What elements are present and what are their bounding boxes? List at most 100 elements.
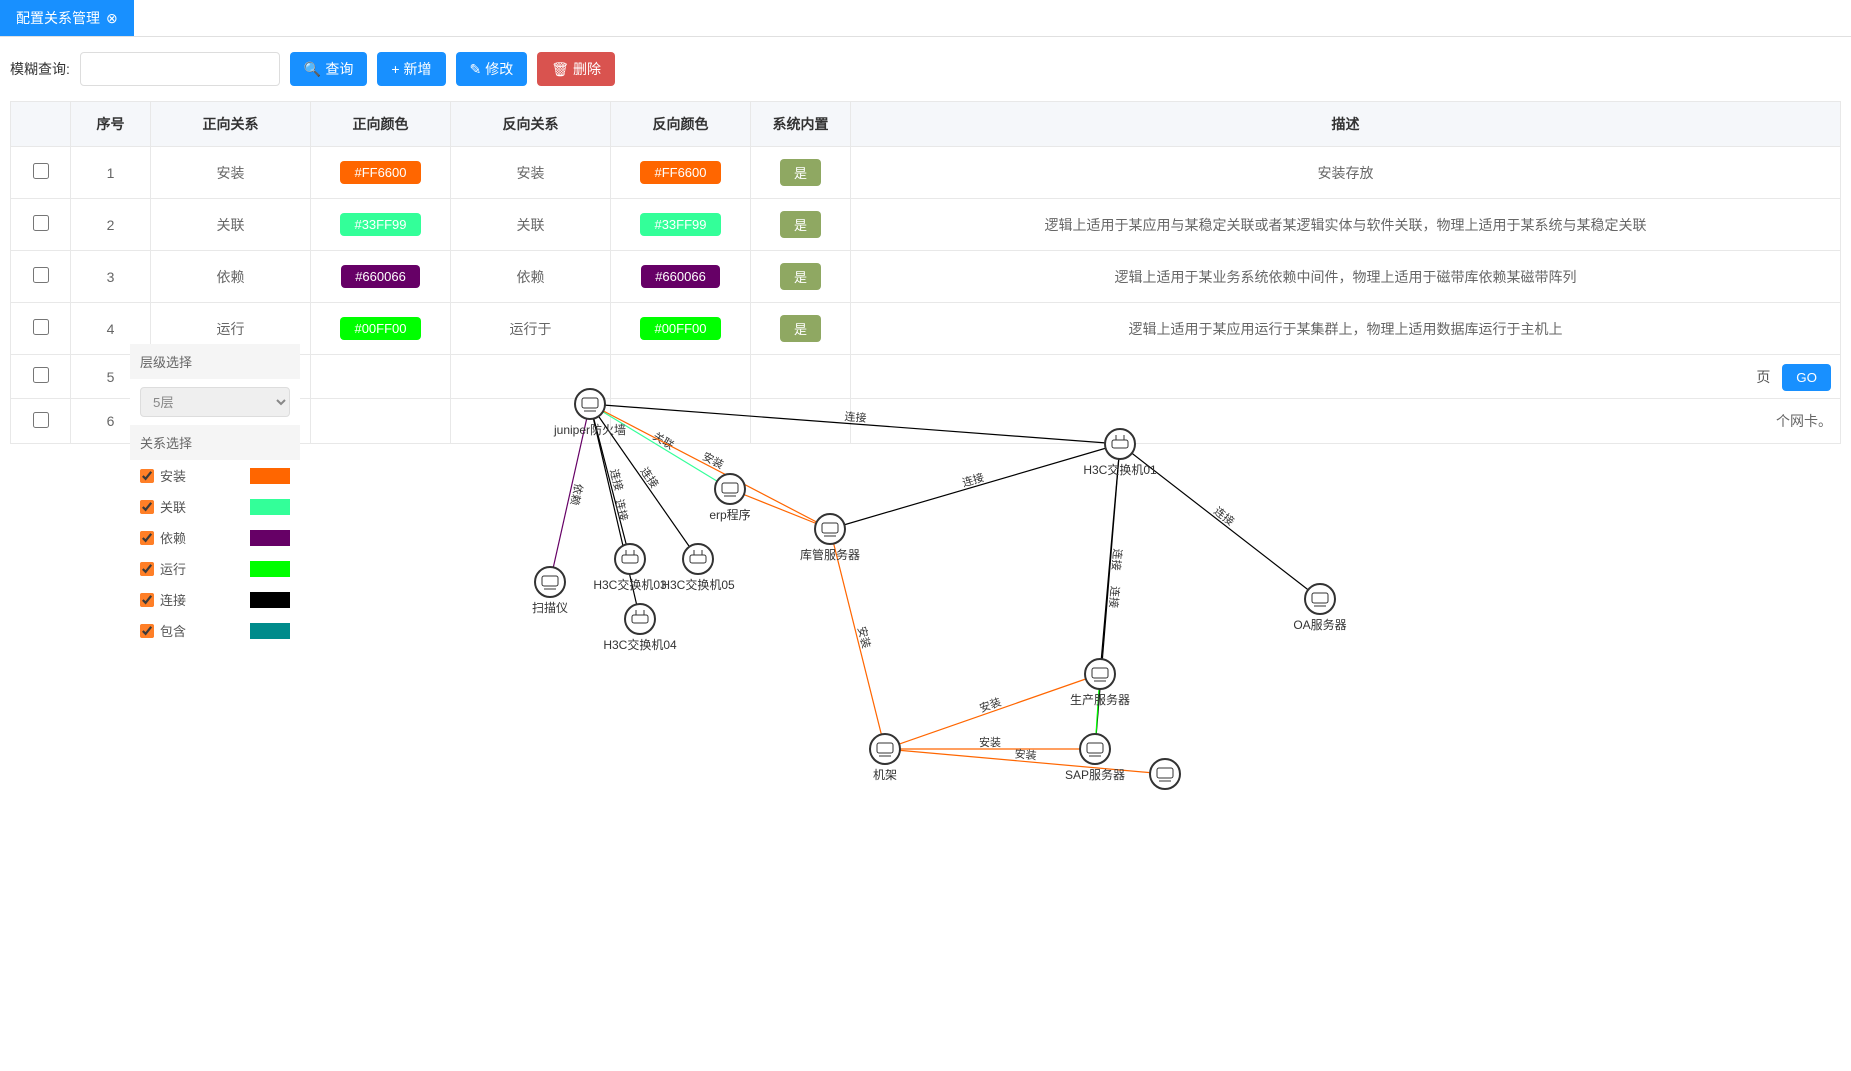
diagram-node[interactable]: H3C交换机03	[593, 544, 667, 592]
filter-color-swatch	[250, 623, 290, 639]
query-button[interactable]: 🔍 查询	[290, 52, 367, 86]
table-row[interactable]: 2关联#33FF99关联#33FF99是逻辑上适用于某应用与某稳定关联或者某逻辑…	[11, 199, 1841, 251]
toolbar: 模糊查询: 🔍 查询 + 新增 ✎ 修改 🗑 删除	[0, 37, 1851, 101]
diagram-node[interactable]: juniper防火墙	[553, 389, 626, 437]
close-icon[interactable]: ⊗	[106, 10, 118, 27]
filter-color-swatch	[250, 499, 290, 515]
relation-select-label: 关系选择	[130, 425, 300, 460]
delete-button[interactable]: 🗑 删除	[537, 52, 615, 86]
diagram-node[interactable]: H3C交换机05	[661, 544, 735, 592]
table-header-row: 序号 正向关系 正向颜色 反向关系 反向颜色 系统内置 描述	[11, 102, 1841, 147]
cell-desc: 安装存放	[851, 147, 1841, 199]
diagram-node[interactable]: 机架	[870, 734, 900, 782]
header-fwdcolor: 正向颜色	[311, 102, 451, 147]
network-diagram[interactable]: 连接关联安装依赖连接连接连接连接安装连接连接连接安装安装安装juniper防火墙…	[300, 354, 1851, 874]
delete-button-label: 删除	[573, 59, 601, 79]
builtin-badge: 是	[780, 211, 821, 238]
cell-revrel: 安装	[451, 147, 611, 199]
cell-desc: 逻辑上适用于某应用与某稳定关联或者某逻辑实体与软件关联，物理上适用于某系统与某稳…	[851, 199, 1841, 251]
row-checkbox[interactable]	[33, 319, 49, 335]
row-checkbox[interactable]	[33, 215, 49, 231]
node-label: erp程序	[709, 507, 750, 522]
edge-label: 关联	[651, 429, 677, 452]
node-label: H3C交换机01	[1083, 462, 1157, 477]
edge-label: 连接	[961, 471, 986, 490]
edge-label: 安装	[978, 695, 1003, 715]
table-row[interactable]: 3依赖#660066依赖#660066是逻辑上适用于某业务系统依赖中间件，物理上…	[11, 251, 1841, 303]
filter-checkbox[interactable]	[140, 531, 154, 545]
tab-bar: 配置关系管理 ⊗	[0, 0, 1851, 37]
table-row[interactable]: 1安装#FF6600安装#FF6600是安装存放	[11, 147, 1841, 199]
active-tab[interactable]: 配置关系管理 ⊗	[0, 0, 134, 36]
diagram-node[interactable]: H3C交换机01	[1083, 429, 1157, 477]
cell-builtin: 是	[751, 251, 851, 303]
diagram-node[interactable]: 扫描仪	[532, 567, 568, 615]
header-checkbox-cell	[11, 102, 71, 147]
cell-revcolor: #33FF99	[611, 199, 751, 251]
row-checkbox[interactable]	[33, 267, 49, 283]
cell-builtin: 是	[751, 199, 851, 251]
color-badge: #660066	[641, 265, 720, 288]
level-select[interactable]: 5层	[140, 387, 290, 417]
node-label: SAP服务器	[1065, 767, 1125, 782]
edit-button-label: 修改	[485, 59, 513, 79]
go-button[interactable]: GO	[1782, 364, 1831, 391]
color-badge: #33FF99	[640, 213, 720, 236]
query-button-label: 查询	[325, 59, 353, 79]
node-label: 生产服务器	[1070, 692, 1130, 707]
node-label: juniper防火墙	[553, 422, 626, 437]
cell-revrel: 运行于	[451, 303, 611, 355]
filter-checkbox[interactable]	[140, 469, 154, 483]
edit-button[interactable]: ✎ 修改	[456, 52, 528, 86]
diagram-edge[interactable]	[830, 529, 885, 749]
filter-checkbox[interactable]	[140, 500, 154, 514]
pagination-controls: 页 GO	[1756, 364, 1831, 391]
node-label: 库管服务器	[800, 547, 860, 562]
filter-checkbox[interactable]	[140, 562, 154, 576]
cell-revrel: 关联	[451, 199, 611, 251]
color-badge: #FF6600	[340, 161, 420, 184]
level-select-label: 层级选择	[130, 344, 300, 379]
diagram-node[interactable]	[1150, 759, 1180, 789]
diagram-node[interactable]: SAP服务器	[1065, 734, 1125, 782]
cell-builtin: 是	[751, 147, 851, 199]
edge-label: 依赖	[568, 482, 586, 506]
edge-label: 连接	[1107, 586, 1122, 609]
diagram-node[interactable]: erp程序	[709, 474, 750, 522]
side-panel: 层级选择 5层 关系选择 安装 关联 依赖 运行 连接	[130, 344, 300, 646]
diagram-node[interactable]: 生产服务器	[1070, 659, 1130, 707]
node-label: 机架	[873, 768, 897, 782]
page-suffix: 页	[1756, 369, 1770, 385]
relation-filter-item: 包含	[130, 615, 300, 646]
cell-desc: 逻辑上适用于某应用运行于某集群上，物理上适用数据库运行于主机上	[851, 303, 1841, 355]
cell-fwdcolor: #00FF00	[311, 303, 451, 355]
header-revcolor: 反向颜色	[611, 102, 751, 147]
filter-color-swatch	[250, 592, 290, 608]
plus-icon: +	[391, 61, 399, 77]
diagram-edge[interactable]	[830, 444, 1120, 529]
filter-checkbox[interactable]	[140, 593, 154, 607]
filter-label: 依赖	[160, 528, 186, 547]
diagram-node[interactable]: OA服务器	[1293, 584, 1346, 632]
cell-seq: 1	[71, 147, 151, 199]
relation-filter-item: 连接	[130, 584, 300, 615]
add-button[interactable]: + 新增	[377, 52, 445, 86]
diagram-node[interactable]: H3C交换机04	[603, 604, 677, 652]
cell-fwdrel: 依赖	[151, 251, 311, 303]
add-button-label: 新增	[404, 59, 432, 79]
relation-filter-item: 运行	[130, 553, 300, 584]
search-icon: 🔍	[304, 61, 321, 78]
search-input[interactable]	[80, 52, 280, 86]
cell-fwdcolor: #33FF99	[311, 199, 451, 251]
filter-label: 关联	[160, 497, 186, 516]
cell-desc: 逻辑上适用于某业务系统依赖中间件，物理上适用于磁带库依赖某磁带阵列	[851, 251, 1841, 303]
edit-icon: ✎	[470, 61, 482, 78]
row-checkbox[interactable]	[33, 367, 49, 383]
row-checkbox[interactable]	[33, 163, 49, 179]
row-checkbox[interactable]	[33, 412, 49, 428]
color-badge: #33FF99	[340, 213, 420, 236]
filter-checkbox[interactable]	[140, 624, 154, 638]
filter-color-swatch	[250, 468, 290, 484]
edge-label: 安装	[855, 625, 874, 650]
filter-color-swatch	[250, 561, 290, 577]
